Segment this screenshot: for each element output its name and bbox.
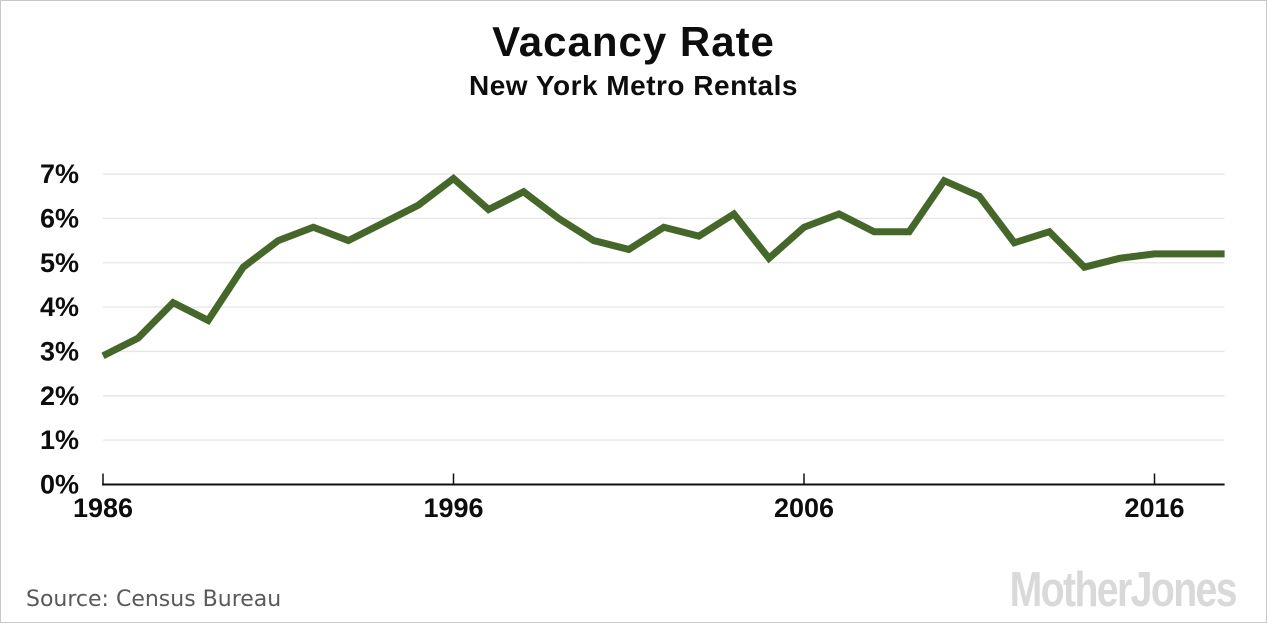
vacancy-rate-line (101, 173, 1225, 360)
chart-title: Vacancy Rate (492, 18, 775, 65)
x-tick-label: 1986 (73, 493, 133, 523)
y-tick-label: 0% (40, 470, 79, 500)
y-tick-label: 6% (40, 203, 79, 233)
y-tick-label: 1% (40, 425, 79, 455)
chart-subtitle: New York Metro Rentals (469, 70, 798, 102)
chart-header: Vacancy Rate New York Metro Rentals (1, 1, 1266, 102)
x-tick-label: 2006 (774, 493, 834, 523)
x-tick-label: 2016 (1124, 493, 1184, 523)
y-tick-label: 5% (40, 248, 79, 278)
x-tick-label: 1996 (423, 493, 483, 523)
motherjones-logo: MotherJones (1009, 563, 1238, 617)
y-tick-label: 3% (40, 336, 79, 366)
y-tick-label: 7% (40, 159, 79, 189)
y-tick-label: 4% (40, 292, 79, 322)
y-tick-label: 2% (40, 381, 79, 411)
source-note: Source: Census Bureau (26, 587, 282, 612)
